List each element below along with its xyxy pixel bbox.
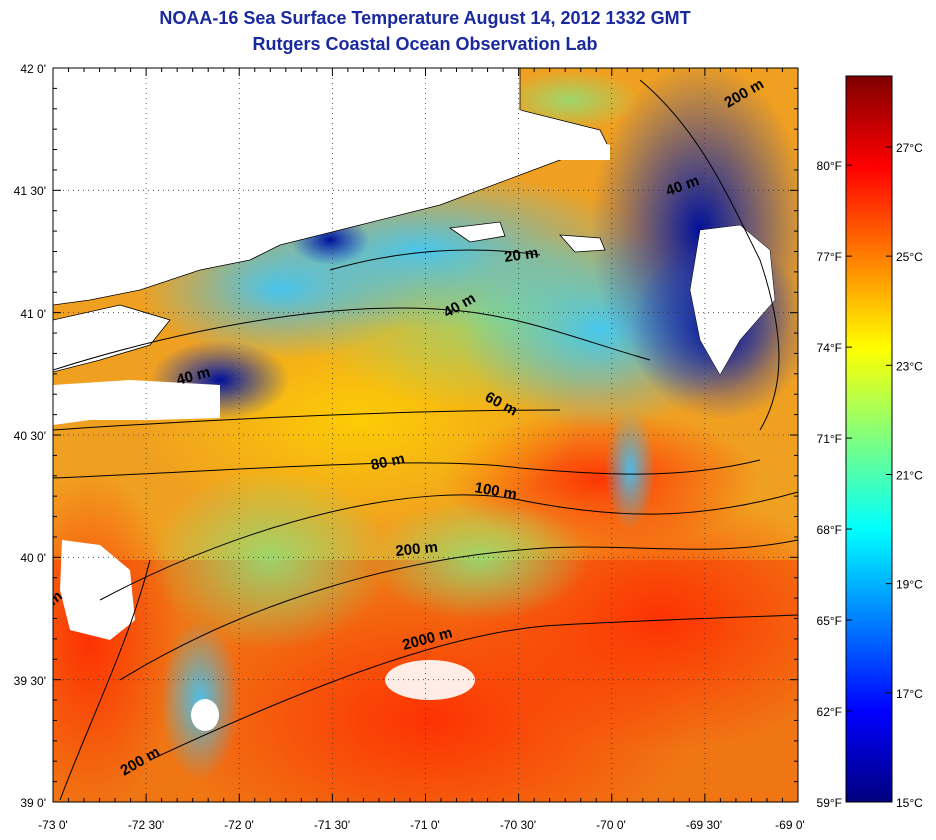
colorbar-celsius-label: 15°C: [896, 796, 923, 810]
depth-label-20: 20 m: [503, 244, 539, 266]
isobath-100: [99, 491, 798, 601]
cyan-streak: [605, 410, 655, 530]
y-tick-label: 40 30': [14, 429, 46, 443]
axis-ticks: [52, 67, 799, 803]
marthas-vineyard: [448, 221, 506, 243]
colorbar-ticks: [846, 146, 892, 803]
y-tick-label: 41 30': [14, 184, 46, 198]
colorbar-fahrenheit-label: 74°F: [817, 341, 842, 355]
y-tick-label: 40 0': [20, 551, 46, 565]
y-tick-label: 42 0': [20, 62, 46, 76]
map-subtitle: Rutgers Coastal Ocean Observation Lab: [252, 34, 598, 54]
y-tick-label: 39 30': [14, 674, 46, 688]
colorbar-fahrenheit-label: 59°F: [817, 796, 842, 810]
shelf-green-2: [370, 500, 590, 620]
colorbar-fahrenheit-label: 80°F: [817, 159, 842, 173]
colorbar-celsius-label: 19°C: [896, 578, 923, 592]
cloud-mask-georges: [689, 224, 776, 376]
x-tick-label: -71 30': [314, 818, 350, 832]
isobath-40: [53, 307, 651, 371]
colorbar-celsius-label: 23°C: [896, 359, 923, 373]
cloud-mask-southwest: [60, 540, 135, 640]
colorbar-celsius-label: 27°C: [896, 141, 923, 155]
nantucket-island: [559, 234, 606, 253]
colorbar-fahrenheit-label: 77°F: [817, 250, 842, 264]
x-tick-label: -73 0': [38, 818, 68, 832]
depth-label-200-mid: 200 m: [395, 539, 439, 560]
x-tick-label: -69 0': [775, 818, 805, 832]
long-island-land: [53, 304, 171, 373]
colorbar-fahrenheit-labels: 80°F 77°F 74°F 71°F 68°F 65°F 62°F 59°F: [817, 159, 842, 810]
x-tick-label: -71 0': [410, 818, 440, 832]
x-tick-label: -70 0': [596, 818, 626, 832]
colorbar-celsius-label: 17°C: [896, 687, 923, 701]
colorbar-gradient: [845, 75, 893, 803]
x-axis-labels: -73 0' -72 30' -72 0' -71 30' -71 0' -70…: [38, 818, 805, 832]
sst-field: 200 m 40 m 20 m 40 m 40 m 60 m 80 m 100 …: [53, 68, 798, 802]
isobath-2000: [149, 614, 798, 761]
shelf-green: [150, 470, 390, 650]
isobath-60: [53, 409, 561, 431]
cape-cod-land: [520, 110, 610, 160]
cloud-patch-south: [385, 660, 475, 700]
colorbar-celsius-label: 25°C: [896, 250, 923, 264]
new-england-land: [53, 68, 611, 306]
x-tick-label: -72 30': [128, 818, 164, 832]
y-tick-label: 39 0': [20, 796, 46, 810]
cloud-patch-sw: [191, 699, 219, 731]
y-axis-labels: 42 0' 41 30' 41 0' 40 30' 40 0' 39 30' 3…: [14, 62, 46, 810]
x-tick-label: -72 0': [224, 818, 254, 832]
isobath-80: [53, 459, 761, 479]
colorbar-fahrenheit-label: 62°F: [817, 705, 842, 719]
colorbar-celsius-labels: 27°C 25°C 23°C 21°C 19°C 17°C 15°C: [896, 141, 923, 810]
cloud-mask-west: [53, 380, 220, 425]
cyan-streak-west: [160, 620, 240, 780]
colorbar-fahrenheit-label: 71°F: [817, 432, 842, 446]
colorbar-fahrenheit-label: 65°F: [817, 614, 842, 628]
depth-label-80: 80 m: [369, 450, 406, 474]
isobath-200: [119, 539, 798, 681]
colorbar-fahrenheit-label: 68°F: [817, 523, 842, 537]
colorbar: 27°C 25°C 23°C 21°C 19°C 17°C 15°C 80°F 77°F 74°…: [817, 75, 923, 810]
lat-lon-grid: [53, 68, 798, 802]
isobath-20: [329, 249, 541, 271]
y-tick-label: 41 0': [20, 307, 46, 321]
isobath-gulf: [639, 79, 780, 431]
x-tick-label: -69 30': [686, 818, 722, 832]
colorbar-celsius-label: 21°C: [896, 468, 923, 482]
x-tick-label: -70 30': [500, 818, 536, 832]
isobaths: [53, 79, 798, 801]
map-title: NOAA-16 Sea Surface Temperature August 1…: [159, 8, 691, 28]
